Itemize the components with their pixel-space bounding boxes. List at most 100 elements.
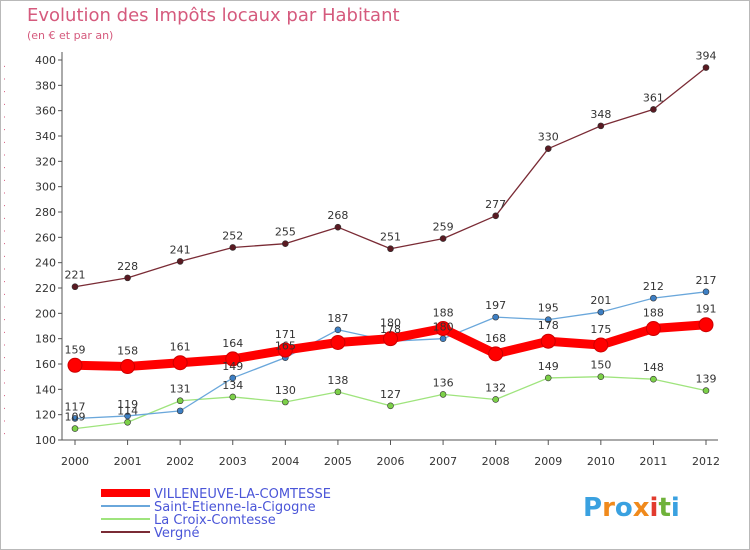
data-label: 268 xyxy=(327,209,348,222)
data-label: 252 xyxy=(222,229,243,242)
y-tick-label: 240 xyxy=(35,257,56,270)
y-tick-label: 400 xyxy=(35,54,56,67)
x-tick-label: 2000 xyxy=(61,455,89,468)
x-tick-label: 2002 xyxy=(166,455,194,468)
data-point xyxy=(439,391,447,398)
data-point xyxy=(124,412,131,420)
logo-letter: i xyxy=(650,493,659,523)
chart-subtitle: (en € et par an) xyxy=(27,29,114,42)
data-label: 171 xyxy=(275,328,296,341)
y-tick-label: 380 xyxy=(35,79,56,92)
x-tick-label: 2007 xyxy=(429,455,457,468)
data-point xyxy=(387,245,394,253)
data-point xyxy=(330,334,346,350)
data-label: 150 xyxy=(590,359,611,372)
data-label: 131 xyxy=(170,383,191,396)
y-tick-label: 320 xyxy=(35,155,56,168)
series-lines xyxy=(67,64,714,432)
x-tick-label: 2004 xyxy=(271,455,299,468)
data-point xyxy=(597,122,605,130)
data-point xyxy=(439,335,447,342)
data-label: 117 xyxy=(65,400,86,413)
proxiti-logo: Proxiti xyxy=(583,493,680,523)
data-label: 136 xyxy=(433,376,454,389)
data-point xyxy=(229,393,237,401)
y-tick-label: 200 xyxy=(35,307,56,320)
data-point xyxy=(282,398,289,406)
x-tick-label: 2005 xyxy=(324,455,352,468)
data-label: 130 xyxy=(275,384,296,397)
data-point xyxy=(492,313,499,321)
x-tick-label: 2008 xyxy=(482,455,510,468)
data-point xyxy=(67,357,83,373)
x-tick-label: 2010 xyxy=(587,455,615,468)
data-label: 330 xyxy=(538,131,559,144)
data-point xyxy=(176,397,184,405)
logo-letter: t xyxy=(658,493,670,523)
data-label: 119 xyxy=(117,398,138,411)
legend-label: VILLENEUVE-LA-COMTESSE xyxy=(154,487,331,502)
data-label: 201 xyxy=(590,294,611,307)
y-tick-label: 180 xyxy=(35,333,56,346)
y-tick-label: 160 xyxy=(35,358,56,371)
data-label: 164 xyxy=(222,337,243,350)
data-label: 158 xyxy=(117,345,138,358)
y-tick-label: 300 xyxy=(35,181,56,194)
data-label: 178 xyxy=(538,319,559,332)
data-label: 228 xyxy=(117,260,138,273)
data-point xyxy=(225,351,241,367)
data-point xyxy=(650,375,657,383)
data-point xyxy=(120,359,136,375)
data-label: 149 xyxy=(222,360,243,373)
data-label: 255 xyxy=(275,226,296,239)
data-point xyxy=(383,331,398,347)
data-label: 159 xyxy=(65,343,86,356)
data-label: 188 xyxy=(643,307,664,320)
data-point xyxy=(176,258,184,265)
logo-letter: x xyxy=(633,493,650,523)
data-label: 188 xyxy=(433,307,454,320)
data-point xyxy=(334,223,342,231)
y-tick-label: 140 xyxy=(35,383,56,396)
data-label: 180 xyxy=(380,317,401,330)
data-point xyxy=(540,333,556,349)
chart-title: Evolution des Impôts locaux par Habitant xyxy=(27,5,400,26)
data-label: 180 xyxy=(433,321,454,334)
data-point xyxy=(229,244,237,251)
logo-text: Proxiti xyxy=(583,493,680,523)
logo-letter: i xyxy=(671,493,680,523)
y-tick-label: 340 xyxy=(35,130,56,143)
data-point xyxy=(698,317,714,333)
data-label: 175 xyxy=(590,323,611,336)
data-label: 361 xyxy=(643,91,664,104)
y-tick-label: 120 xyxy=(35,409,56,422)
data-label: 132 xyxy=(485,381,506,394)
data-point xyxy=(544,316,552,323)
data-labels: 221 228 241 252 255 268 251 259 277 330 348 361 394 1… xyxy=(65,50,717,424)
data-label: 251 xyxy=(380,231,401,244)
data-label: 221 xyxy=(65,269,86,282)
data-point xyxy=(282,240,289,247)
data-label: 187 xyxy=(327,312,348,325)
data-point xyxy=(71,415,79,422)
data-point xyxy=(277,342,293,358)
data-label: 348 xyxy=(590,108,611,121)
data-point xyxy=(71,283,79,291)
data-label: 178 xyxy=(380,323,401,336)
data-label: 191 xyxy=(696,303,717,316)
data-point xyxy=(488,346,504,362)
legend-label: La Croix-Comtesse xyxy=(154,513,276,528)
axes: 100 120 140 160 180 200 220 240 260 280 300 320 340 3… xyxy=(4,52,720,468)
data-point xyxy=(229,374,237,382)
data-point xyxy=(71,425,79,432)
data-point xyxy=(650,294,657,302)
data-point xyxy=(650,106,657,113)
y-tick-label: 360 xyxy=(35,105,56,118)
data-point xyxy=(124,418,131,426)
data-point xyxy=(492,212,499,220)
data-label: 168 xyxy=(485,332,506,345)
data-label: 139 xyxy=(696,373,717,386)
y-tick-label: 280 xyxy=(35,206,56,219)
